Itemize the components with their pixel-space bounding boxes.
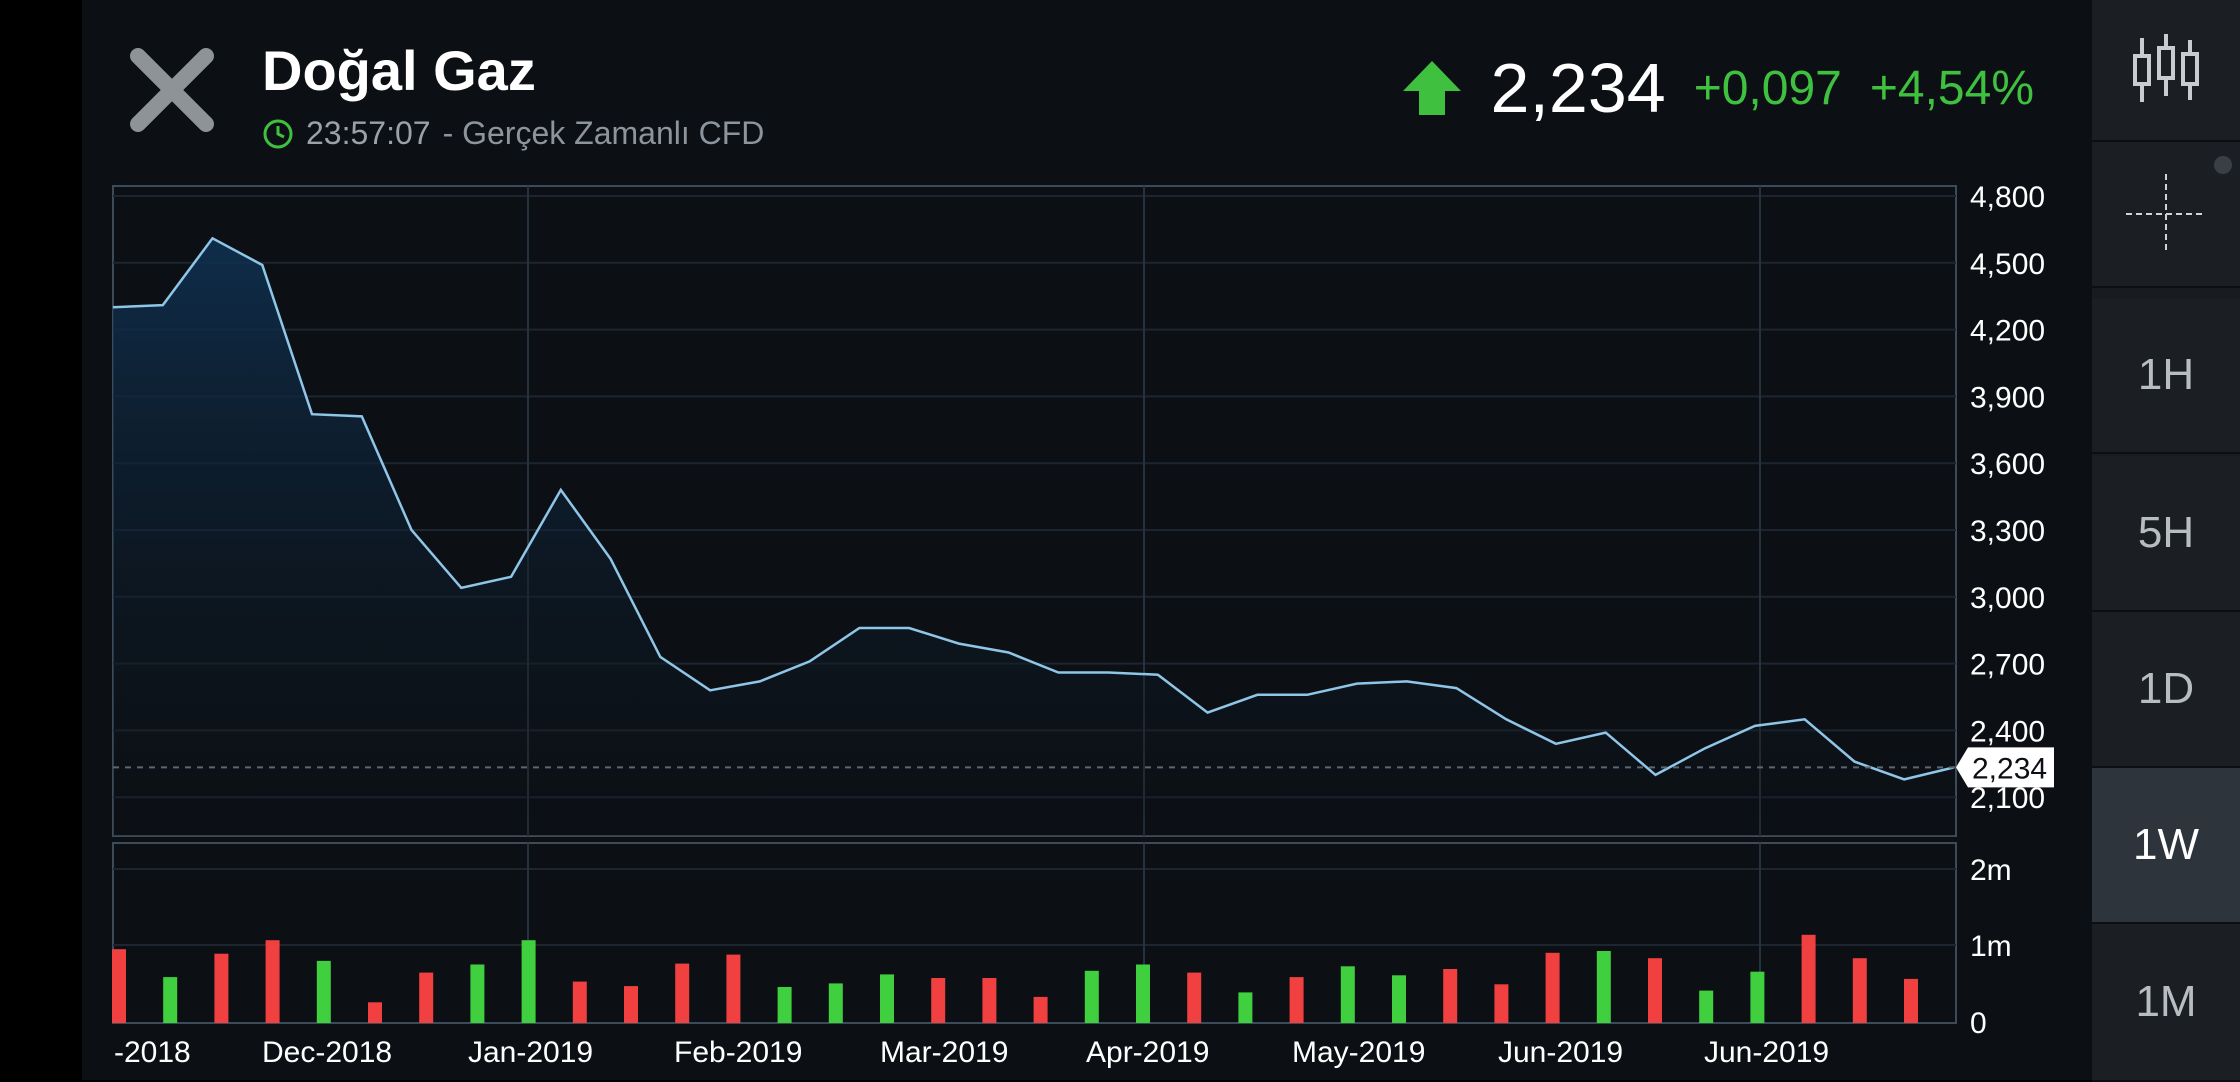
volume-bar	[1648, 958, 1662, 1023]
volume-bar	[1750, 972, 1764, 1023]
volume-bar	[1238, 992, 1252, 1023]
y-tick-label: 2,700	[1970, 649, 2045, 682]
volume-bar	[1392, 975, 1406, 1023]
price-chart[interactable]: 4,800 4,500 4,200 3,900 3,600 3,300 3,000 2,700…	[82, 0, 2092, 1080]
current-price-tag-label: 2,234	[1972, 752, 2047, 785]
volume-tick-label: 0	[1970, 1007, 1987, 1040]
volume-bar	[214, 954, 228, 1023]
volume-bar	[266, 940, 280, 1023]
y-tick-label: 3,900	[1970, 381, 2045, 414]
y-tick-label: 2,400	[1970, 715, 2045, 748]
volume-bar	[1187, 973, 1201, 1023]
volume-bar	[1494, 984, 1508, 1023]
volume-bar	[368, 1002, 382, 1023]
volume-bar	[470, 965, 484, 1024]
volume-bar	[778, 987, 792, 1023]
timeframe-1w[interactable]: 1W	[2092, 768, 2240, 924]
timeframe-1h-label: 1H	[2138, 350, 2194, 400]
crosshair-button[interactable]	[2092, 142, 2240, 288]
volume-bar	[829, 983, 843, 1023]
volume-bar	[1904, 979, 1918, 1023]
volume-bar	[675, 964, 689, 1023]
volume-bar	[1597, 951, 1611, 1023]
left-black-bar	[0, 0, 82, 1080]
y-tick-label: 3,000	[1970, 582, 2045, 615]
timeframe-1w-label: 1W	[2133, 820, 2199, 870]
volume-bar	[1341, 966, 1355, 1023]
volume-bar	[163, 977, 177, 1023]
x-tick-label: Dec-2018	[262, 1036, 392, 1069]
price-area-fill	[113, 238, 1954, 836]
y-tick-label: 3,600	[1970, 448, 2045, 481]
x-tick-label: Jun-2019	[1498, 1036, 1623, 1069]
volume-bar	[419, 973, 433, 1023]
volume-bar	[624, 986, 638, 1023]
x-tick-label: Mar-2019	[880, 1036, 1008, 1069]
volume-bar	[1290, 977, 1304, 1023]
candlestick-icon	[2126, 30, 2206, 110]
y-tick-label: 4,500	[1970, 248, 2045, 281]
y-tick-label: 3,300	[1970, 515, 2045, 548]
timeframe-1h[interactable]: 1H	[2092, 298, 2240, 454]
timeframe-5h[interactable]: 5H	[2092, 456, 2240, 612]
volume-bar	[573, 982, 587, 1023]
volume-bar	[1853, 958, 1867, 1023]
volume-bar	[880, 974, 894, 1023]
y-tick-label: 4,200	[1970, 315, 2045, 348]
timeframe-5h-label: 5H	[2138, 508, 2194, 558]
volume-bar	[982, 978, 996, 1023]
volume-bar	[931, 978, 945, 1023]
volume-bar	[1443, 969, 1457, 1023]
timeframe-1m[interactable]: 1M	[2092, 924, 2240, 1082]
crosshair-icon	[2116, 164, 2216, 264]
timeframe-1d[interactable]: 1D	[2092, 612, 2240, 768]
volume-bar	[1034, 997, 1048, 1023]
x-tick-label: Feb-2019	[674, 1036, 802, 1069]
volume-bar	[522, 940, 536, 1023]
volume-bar	[112, 949, 126, 1023]
crosshair-indicator-dot	[2214, 156, 2232, 174]
x-tick-label: Apr-2019	[1086, 1036, 1209, 1069]
volume-tick-label: 2m	[1970, 854, 2012, 887]
x-tick-label: May-2019	[1292, 1036, 1425, 1069]
volume-bar	[1802, 935, 1816, 1023]
x-tick-label: Jan-2019	[468, 1036, 593, 1069]
volume-tick-label: 1m	[1970, 930, 2012, 963]
volume-bar	[1085, 971, 1099, 1023]
volume-bar	[1699, 991, 1713, 1023]
timeframe-1d-label: 1D	[2138, 664, 2194, 714]
chart-type-button[interactable]	[2092, 0, 2240, 142]
x-tick-label: -2018	[114, 1036, 191, 1069]
volume-bar	[1136, 965, 1150, 1024]
instrument-chart-screen: Doğal Gaz 23:57:07 - Gerçek Zamanlı CFD …	[82, 0, 2092, 1080]
y-tick-label: 4,800	[1970, 181, 2045, 214]
volume-bar	[1546, 953, 1560, 1023]
volume-bar	[317, 961, 331, 1023]
x-tick-label: Jun-2019	[1704, 1036, 1829, 1069]
volume-bar	[726, 955, 740, 1023]
timeframe-1m-label: 1M	[2135, 977, 2196, 1027]
chart-toolbar: 1H 5H 1D 1W 1M	[2092, 0, 2240, 1080]
